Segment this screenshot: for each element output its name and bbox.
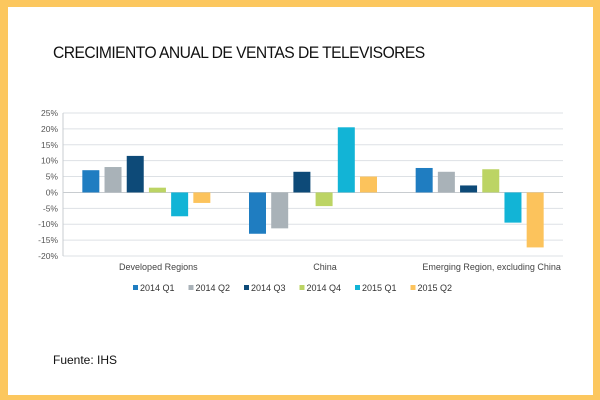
bar [337, 127, 355, 193]
bar [360, 176, 377, 193]
bar [315, 192, 333, 207]
bar [437, 171, 455, 193]
bar [171, 192, 189, 217]
legend-label: 2015 Q1 [362, 283, 397, 293]
legend-label: 2014 Q4 [307, 283, 342, 293]
bar [249, 192, 266, 234]
legend-label: 2014 Q1 [140, 283, 175, 293]
bar [148, 187, 166, 193]
legend-swatch [188, 285, 194, 290]
x-category-label: China [313, 262, 337, 272]
y-tick-label: 25% [41, 108, 58, 118]
bar [126, 155, 144, 193]
y-tick-label: -10% [38, 219, 58, 229]
source-note: Fuente: IHS [53, 353, 118, 367]
x-category-label: Emerging Region, excluding China [422, 262, 561, 272]
y-tick-label: -15% [38, 235, 58, 245]
bar [293, 171, 311, 193]
y-tick-label: -20% [38, 251, 58, 261]
bar [104, 167, 122, 193]
legend-label: 2014 Q3 [251, 283, 286, 293]
legend-label: 2014 Q2 [196, 283, 231, 293]
legend-swatch [355, 285, 360, 290]
chart-card: CRECIMIENTO ANUAL DE VENTAS DE TELEVISOR… [8, 7, 593, 395]
bar [82, 170, 100, 193]
legend-swatch [410, 285, 416, 290]
legend-swatch [133, 285, 138, 290]
y-tick-label: 0% [46, 187, 59, 197]
bar [193, 192, 211, 203]
legend-swatch [244, 285, 249, 290]
bar [271, 192, 289, 229]
bar [482, 169, 500, 193]
bar [460, 185, 478, 193]
bar [504, 192, 522, 223]
chart-title: CRECIMIENTO ANUAL DE VENTAS DE TELEVISOR… [53, 43, 425, 62]
legend-swatch [299, 285, 305, 290]
y-tick-label: -5% [43, 203, 59, 213]
y-tick-label: 10% [41, 156, 58, 166]
y-tick-label: 20% [41, 124, 58, 134]
x-category-label: Developed Regions [119, 262, 198, 272]
y-tick-label: 15% [41, 140, 58, 150]
bar [526, 192, 544, 248]
bar [415, 167, 433, 193]
legend-label: 2015 Q2 [418, 283, 453, 293]
y-tick-label: 5% [46, 172, 59, 182]
